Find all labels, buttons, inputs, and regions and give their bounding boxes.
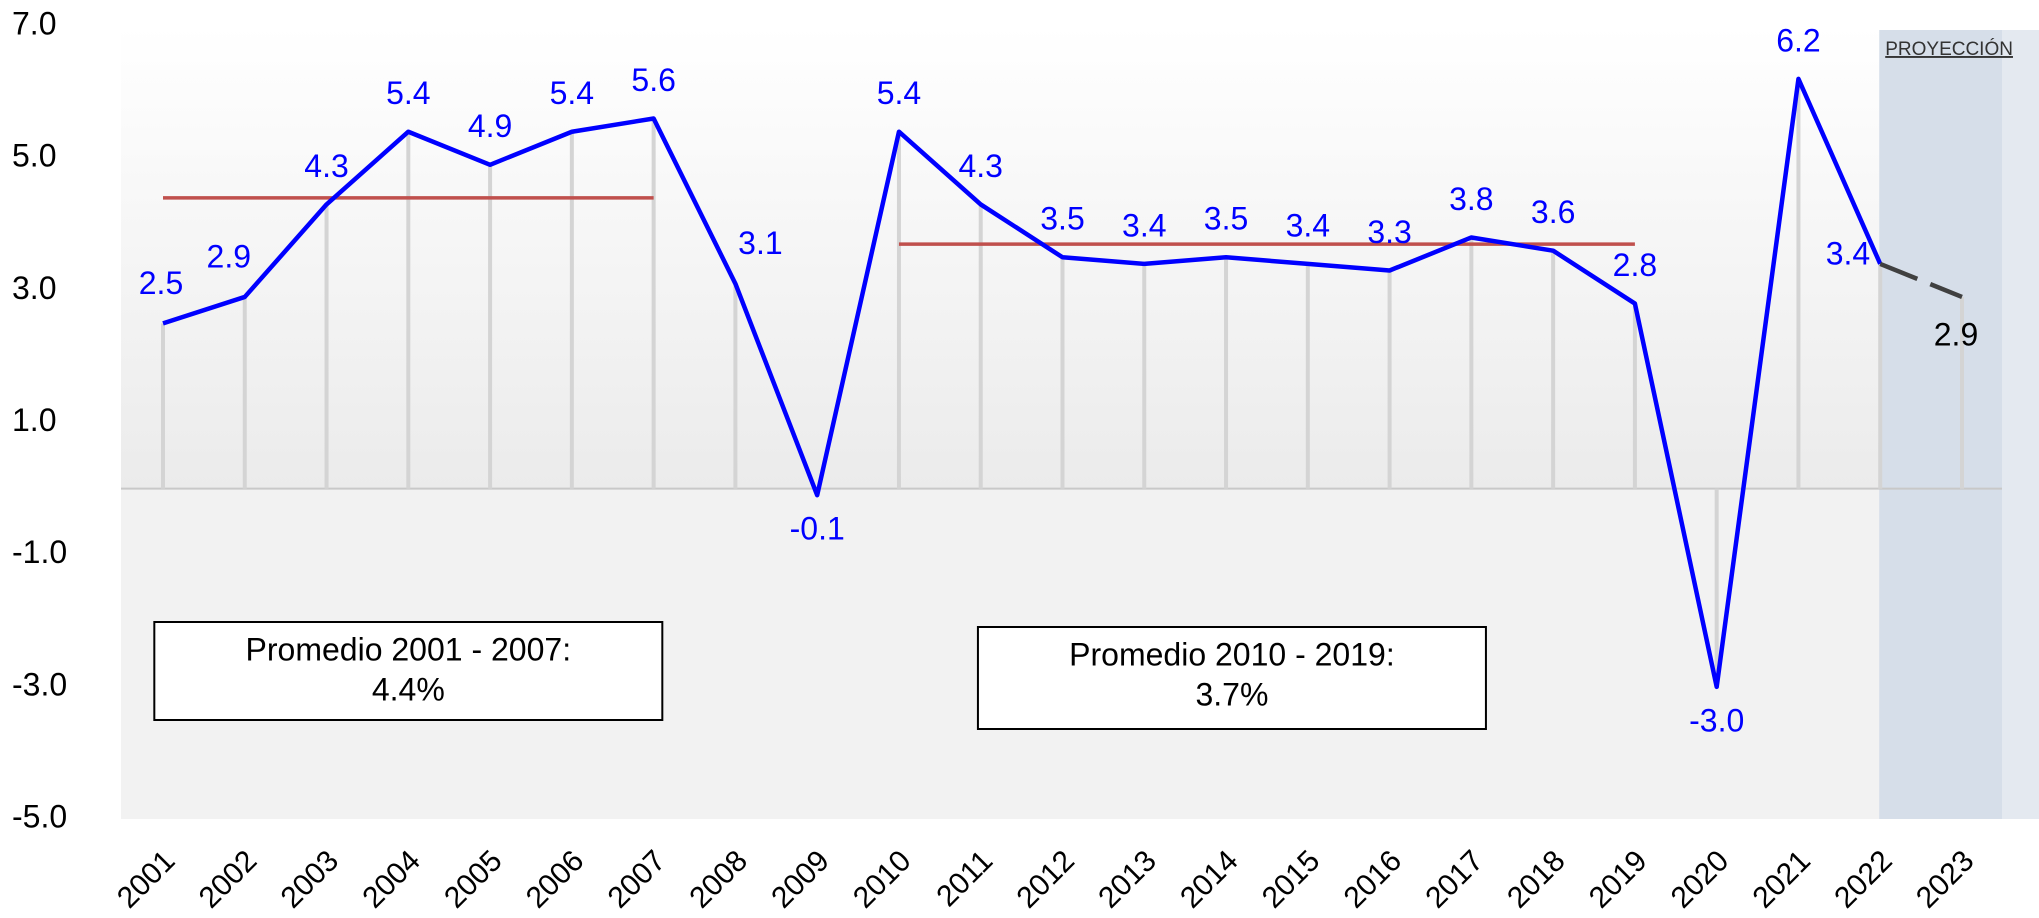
data-label: 2.5 [139, 265, 183, 301]
average-label: Promedio 2001 - 2007: [246, 631, 572, 667]
y-tick-label: -3.0 [12, 666, 67, 702]
average-value: 3.7% [1195, 676, 1268, 712]
x-tick-label: 2020 [1665, 844, 1736, 915]
series-line [162, 76, 1883, 690]
y-tick-label: 7.0 [12, 5, 56, 41]
x-tick-label: 2006 [520, 844, 591, 915]
x-tick-label: 2023 [1910, 844, 1981, 915]
x-tick-label: 2001 [111, 844, 182, 915]
y-tick-label: -5.0 [12, 798, 67, 834]
data-label: 5.4 [386, 75, 430, 111]
y-tick-label: -1.0 [12, 534, 67, 570]
data-label: 3.6 [1531, 194, 1575, 230]
average-box [976, 626, 1487, 730]
data-label: 4.9 [468, 108, 512, 144]
data-label: 2.9 [207, 238, 251, 274]
projection-label: PROYECCIÓN [1885, 38, 2013, 60]
data-label: 4.3 [304, 148, 348, 184]
data-label: 3.1 [738, 225, 782, 261]
x-tick-label: 2011 [930, 844, 999, 913]
x-tick-label: 2022 [1828, 844, 1899, 915]
x-tick-label: 2009 [765, 844, 836, 915]
data-label: 2.8 [1613, 247, 1657, 283]
y-tick-label: 3.0 [12, 270, 56, 306]
projection-edge [2002, 30, 2039, 819]
average-value: 4.4% [372, 671, 445, 707]
x-tick-label: 2017 [1419, 844, 1490, 915]
data-label: 4.3 [958, 148, 1002, 184]
average-box [153, 621, 664, 721]
x-tick-label: 2008 [683, 844, 754, 915]
data-label: 3.4 [1122, 207, 1166, 243]
data-label: 3.5 [1204, 201, 1248, 237]
x-tick-label: 2018 [1501, 844, 1572, 915]
x-tick-label: 2010 [847, 844, 918, 915]
data-label: 5.4 [550, 75, 594, 111]
x-tick-label: 2004 [356, 844, 427, 915]
x-tick-label: 2012 [1011, 844, 1082, 915]
x-tick-label: 2015 [1256, 844, 1327, 915]
x-tick-label: 2019 [1583, 844, 1654, 915]
x-tick-label: 2014 [1174, 844, 1245, 915]
average-label: Promedio 2010 - 2019: [1069, 636, 1395, 672]
data-label: 3.5 [1040, 201, 1084, 237]
data-label: 3.8 [1449, 181, 1493, 217]
data-label: 6.2 [1776, 22, 1820, 58]
x-tick-label: 2013 [1092, 844, 1163, 915]
projection-area [1879, 30, 2002, 819]
x-tick-label: 2002 [193, 844, 264, 915]
x-tick-label: 2021 [1746, 844, 1817, 915]
data-label: -0.1 [790, 511, 845, 547]
data-label: 5.6 [631, 62, 675, 98]
projection-line [1879, 261, 1963, 300]
data-label: 2.9 [1934, 316, 1978, 352]
x-tick-label: 2003 [275, 844, 346, 915]
x-tick-label: 2005 [438, 844, 509, 915]
x-tick-label: 2016 [1338, 844, 1409, 915]
x-tick-label: 2007 [602, 844, 673, 915]
data-label: 3.4 [1286, 207, 1330, 243]
data-label: 3.3 [1367, 214, 1411, 250]
data-label: -3.0 [1689, 702, 1744, 738]
data-label: 5.4 [877, 75, 921, 111]
y-tick-label: 1.0 [12, 402, 56, 438]
data-label: 3.4 [1826, 235, 1870, 271]
y-tick-label: 5.0 [12, 138, 56, 174]
